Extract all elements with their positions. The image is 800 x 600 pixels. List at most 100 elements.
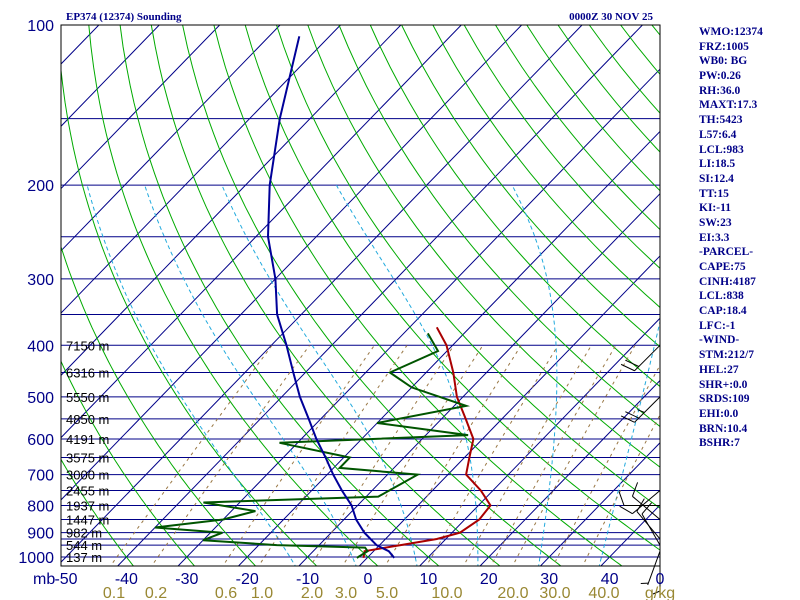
index-value: LCL:838 xyxy=(699,290,744,303)
chart-title-right: 0000Z 30 NOV 25 xyxy=(569,11,653,23)
mixing-ratio-label: 0.2 xyxy=(145,585,167,600)
temperature-tick-label: -30 xyxy=(175,571,198,588)
wind-barb xyxy=(620,344,661,372)
index-value: CAPE:75 xyxy=(699,261,746,273)
dry-adiabat xyxy=(61,245,257,566)
isotherm-line xyxy=(61,25,583,563)
dry-adiabat xyxy=(88,25,379,566)
wind-barb xyxy=(619,490,661,515)
isotherm-line xyxy=(61,25,341,314)
index-value: HEL:27 xyxy=(699,363,739,376)
isotherm-line xyxy=(479,379,660,566)
pressure-unit-label: mb xyxy=(33,571,55,588)
temperature-tick-label: 10 xyxy=(420,571,438,588)
temperature-tick-label: 30 xyxy=(540,571,558,588)
height-label: 3575 m xyxy=(66,450,109,465)
dry-adiabat xyxy=(213,25,623,566)
index-value: EI:3.3 xyxy=(699,231,730,244)
index-value: LCL:983 xyxy=(699,143,744,156)
pressure-tick-label: 800 xyxy=(27,498,54,515)
temperature-tick-label: -40 xyxy=(115,571,138,588)
index-value: TT:15 xyxy=(699,187,729,200)
isotherm-line xyxy=(61,25,522,501)
moist-adiabat xyxy=(511,184,558,566)
mixing-ratio-label: 5.0 xyxy=(376,585,398,600)
wind-barb-flag xyxy=(631,482,639,497)
wind-barb-flag xyxy=(637,409,645,413)
pressure-tick-label: 900 xyxy=(27,526,54,543)
mixing-ratio-line xyxy=(425,345,559,566)
temperature-tick-label: 40 xyxy=(601,571,619,588)
moist-adiabat xyxy=(144,184,357,566)
index-value: SI:12.4 xyxy=(699,172,734,185)
temperature-tick-label: -10 xyxy=(296,571,319,588)
index-value: CINH:4187 xyxy=(699,275,756,288)
index-value: PW:0.26 xyxy=(699,70,741,83)
isotherm-line xyxy=(418,317,660,566)
index-value: FRZ:1005 xyxy=(699,40,749,53)
dry-adiabat xyxy=(61,360,196,566)
dry-adiabat xyxy=(182,25,562,566)
wind-barb-staff xyxy=(647,550,661,586)
wind-axis-label: 0 xyxy=(656,571,665,588)
wind-barb-flag xyxy=(625,359,640,367)
dewpoint-trace xyxy=(154,332,471,559)
index-value: MAXT:17.3 xyxy=(699,99,758,112)
isotherm-line xyxy=(61,25,160,127)
isotherm-line xyxy=(61,25,281,252)
temperature-tick-label: -20 xyxy=(236,571,259,588)
index-value: CAP:18.4 xyxy=(699,305,747,318)
mixing-ratio-line xyxy=(490,345,617,566)
mixing-ratio-label: 2.0 xyxy=(301,585,323,600)
isotherm-line xyxy=(116,25,643,566)
isotherm-line xyxy=(61,25,402,377)
isotherm-line xyxy=(177,68,660,566)
index-value: SW:23 xyxy=(699,216,732,229)
index-value: WMO:12374 xyxy=(699,26,763,38)
index-value: LFC:-1 xyxy=(699,319,736,332)
dry-adiabat xyxy=(432,25,660,309)
sounding-traces xyxy=(154,36,492,559)
dry-adiabat xyxy=(463,25,660,270)
index-value: RH:36.0 xyxy=(699,84,741,97)
wind-barb xyxy=(620,396,661,423)
isotherm-line xyxy=(539,442,660,566)
dry-adiabat xyxy=(244,25,660,551)
sounding-indices-panel: WMO:12374 FRZ:1005 WB0: BG PW:0.26 RH:36.0 MA… xyxy=(699,25,799,451)
background-grid xyxy=(61,25,660,566)
mixing-ratio-label: 0.1 xyxy=(103,585,125,600)
moist-adiabat xyxy=(335,184,479,566)
temperature-tick-label: 20 xyxy=(480,571,498,588)
index-value: BSHR:7 xyxy=(699,437,740,450)
parcel-trace xyxy=(266,36,396,559)
mixing-ratio-label: 30.0 xyxy=(539,585,570,600)
dry-adiabat xyxy=(401,25,660,348)
dry-adiabat xyxy=(150,25,501,566)
mixing-ratio-label: 1.0 xyxy=(251,585,273,600)
pressure-tick-label: 500 xyxy=(27,390,54,407)
dry-adiabat xyxy=(61,458,135,566)
index-value: LI:18.5 xyxy=(699,158,736,171)
pressure-tick-label: 600 xyxy=(27,432,54,449)
height-label: 3000 m xyxy=(66,468,109,483)
mixing-ratio-label: 3.0 xyxy=(335,585,357,600)
mixing-ratio-line xyxy=(309,345,455,566)
pressure-tick-label: 700 xyxy=(27,468,54,485)
mixing-ratio-line xyxy=(109,345,273,566)
index-value: TH:5423 xyxy=(699,114,743,127)
wind-barb-flag xyxy=(652,590,661,595)
index-value: -WIND- xyxy=(699,334,740,347)
wind-barb-staff xyxy=(636,511,661,540)
temperature-tick-label: 0 xyxy=(364,571,373,588)
mixing-ratio-line xyxy=(150,345,311,566)
index-value: SHR+:0.0 xyxy=(699,378,748,391)
height-label: 7150 m xyxy=(66,338,109,353)
pressure-tick-label: 200 xyxy=(27,178,54,195)
height-label: 4191 m xyxy=(66,432,109,447)
mixing-ratio-line xyxy=(258,345,408,566)
wind-barb-staff xyxy=(632,490,661,515)
wind-barb-flag xyxy=(619,505,633,515)
mixing-ratio-label: 20.0 xyxy=(497,585,528,600)
index-value: EHI:0.0 xyxy=(699,407,739,420)
